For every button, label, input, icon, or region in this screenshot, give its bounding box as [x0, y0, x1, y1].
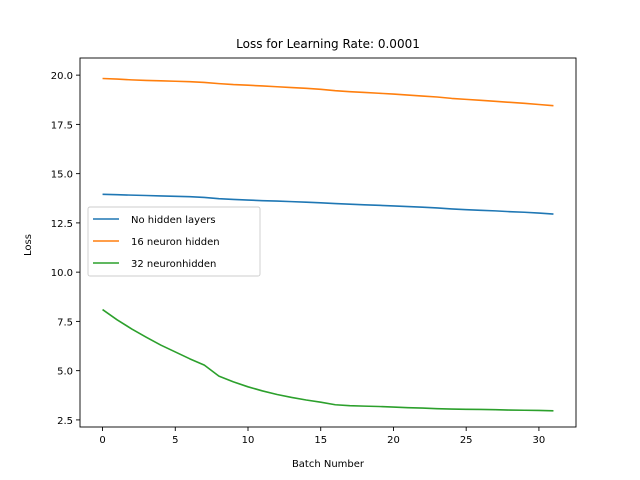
y-axis-ticks: 2.5 5.0 7.5 10.0 12.5 15.0 17.5 20.0: [51, 71, 80, 427]
y-tick-label-1: 5.0: [57, 367, 73, 378]
x-axis-ticks: 0 5 10 15 20 25 30: [99, 427, 545, 446]
y-tick-label-3: 10.0: [51, 268, 73, 279]
y-tick-label-5: 15.0: [51, 170, 73, 181]
y-tick-label-4: 12.5: [51, 219, 73, 230]
series-line-1: [102, 77, 554, 107]
y-tick-label-7: 20.0: [51, 71, 73, 82]
x-tick-label-20: 20: [387, 435, 400, 446]
x-axis-title: Batch Number: [292, 459, 365, 470]
x-tick-label-25: 25: [460, 435, 473, 446]
legend: No hidden layers 16 neuron hidden 32 neuro…: [87, 206, 261, 277]
axes-frame: [79, 57, 577, 428]
series-line-2: [102, 308, 554, 412]
legend-label-0: No hidden layers: [131, 215, 216, 226]
y-tick-label-6: 17.5: [51, 120, 73, 131]
legend-box: [87, 206, 261, 277]
y-tick-label-2: 7.5: [57, 317, 73, 328]
legend-label-2: 32 neuronhidden: [131, 259, 216, 270]
y-axis-title: Loss: [23, 234, 34, 256]
x-tick-label-15: 15: [314, 435, 327, 446]
x-tick-label-10: 10: [242, 435, 255, 446]
x-tick-label-5: 5: [172, 435, 178, 446]
plot-area: [79, 57, 577, 428]
series-line-0: [102, 193, 554, 215]
y-tick-label-0: 2.5: [57, 416, 73, 427]
x-tick-label-30: 30: [533, 435, 546, 446]
x-tick-label-0: 0: [99, 435, 105, 446]
legend-label-1: 16 neuron hidden: [131, 237, 220, 248]
chart-title: Loss for Learning Rate: 0.0001: [236, 37, 420, 51]
